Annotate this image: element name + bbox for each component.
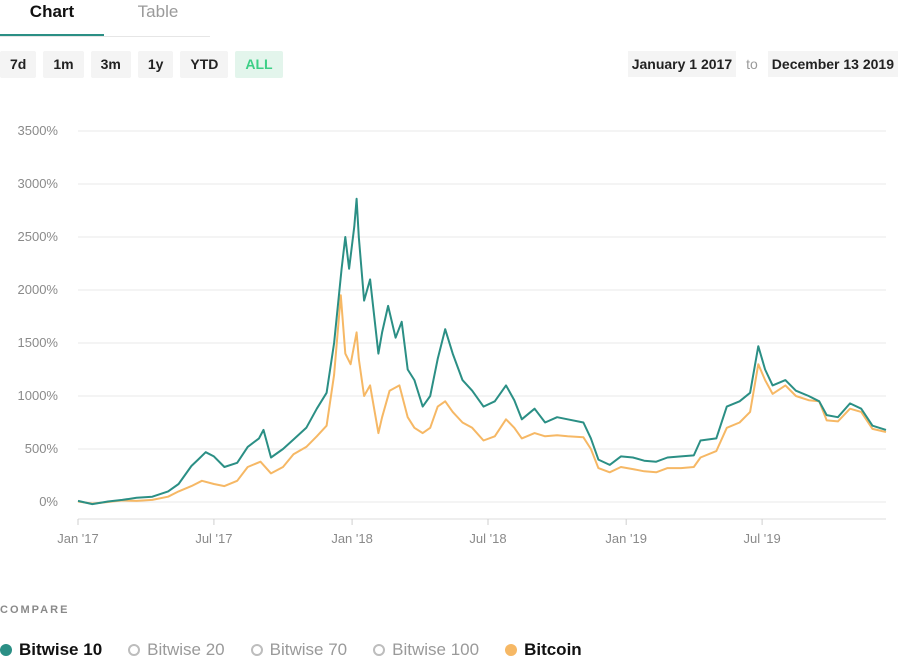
y-tick-label: 3500% <box>18 123 59 138</box>
compare-item-label: Bitwise 10 <box>19 640 103 659</box>
tab-chart[interactable]: Chart <box>0 2 104 36</box>
y-axis: 0% 500% 1000% 1500% 2000% 2500% 3000% 3500% <box>18 123 59 509</box>
x-axis: Jan '17 Jul '17 Jan '18 Jul '18 Jan '19 Jul '… <box>57 518 886 546</box>
x-tick-label: Jul '17 <box>195 531 232 546</box>
range-3m-button[interactable]: 3m <box>90 51 131 78</box>
chart-series <box>77 197 887 506</box>
chart-grid <box>78 130 886 503</box>
y-tick-label: 1500% <box>18 335 59 350</box>
x-tick-label: Jan '18 <box>331 531 373 546</box>
compare-bitcoin[interactable]: Bitcoin <box>505 640 582 660</box>
bitwise-100-dot-icon <box>373 644 386 656</box>
range-7d-button[interactable]: 7d <box>0 51 37 78</box>
compare-bitwise-70[interactable]: Bitwise 70 <box>250 640 348 660</box>
y-tick-label: 500% <box>25 441 59 456</box>
date-range-separator: to <box>746 55 758 72</box>
x-tick-label: Jul '19 <box>744 531 781 546</box>
start-date-field[interactable]: January 1 2017 <box>627 50 737 77</box>
compare-item-label: Bitwise 100 <box>392 640 480 659</box>
compare-legend: Bitwise 10 Bitwise 20 Bitwise 70 Bitwise… <box>0 640 582 660</box>
compare-bitwise-100[interactable]: Bitwise 100 <box>373 640 479 660</box>
series-line-bitcoin <box>77 294 887 505</box>
bitwise-10-dot-icon <box>0 644 12 656</box>
y-tick-label: 1000% <box>18 388 59 403</box>
x-tick-label: Jul '18 <box>469 531 506 546</box>
tab-table[interactable]: Table <box>137 2 179 21</box>
range-selector: 7d 1m 3m 1y YTD ALL <box>0 51 283 78</box>
bitwise-20-dot-icon <box>128 644 141 656</box>
x-tick-label: Jan '19 <box>605 531 647 546</box>
date-range: January 1 2017 to December 13 2019 <box>627 50 898 77</box>
series-line-bitwise-10 <box>77 197 887 506</box>
compare-item-label: Bitcoin <box>524 640 582 659</box>
end-date-field[interactable]: December 13 2019 <box>767 50 898 77</box>
y-tick-label: 0% <box>39 494 58 509</box>
performance-chart: 0% 500% 1000% 1500% 2000% 2500% 3000% 3500% Jan… <box>18 123 887 546</box>
bitcoin-dot-icon <box>505 644 518 656</box>
range-all-button[interactable]: ALL <box>235 51 283 78</box>
y-tick-label: 3000% <box>18 176 59 191</box>
y-tick-label: 2000% <box>18 282 59 297</box>
y-tick-label: 2500% <box>18 229 59 244</box>
view-tabs: Chart Table <box>0 0 210 37</box>
compare-item-label: Bitwise 20 <box>147 640 225 659</box>
range-1m-button[interactable]: 1m <box>43 51 84 78</box>
range-1y-button[interactable]: 1y <box>137 51 174 78</box>
compare-item-label: Bitwise 70 <box>269 640 348 659</box>
x-tick-label: Jan '17 <box>57 531 99 546</box>
bitwise-70-dot-icon <box>250 644 263 656</box>
range-ytd-button[interactable]: YTD <box>180 51 229 78</box>
compare-bitwise-20[interactable]: Bitwise 20 <box>128 640 225 660</box>
compare-label: COMPARE <box>0 604 70 616</box>
compare-bitwise-10[interactable]: Bitwise 10 <box>0 640 102 660</box>
